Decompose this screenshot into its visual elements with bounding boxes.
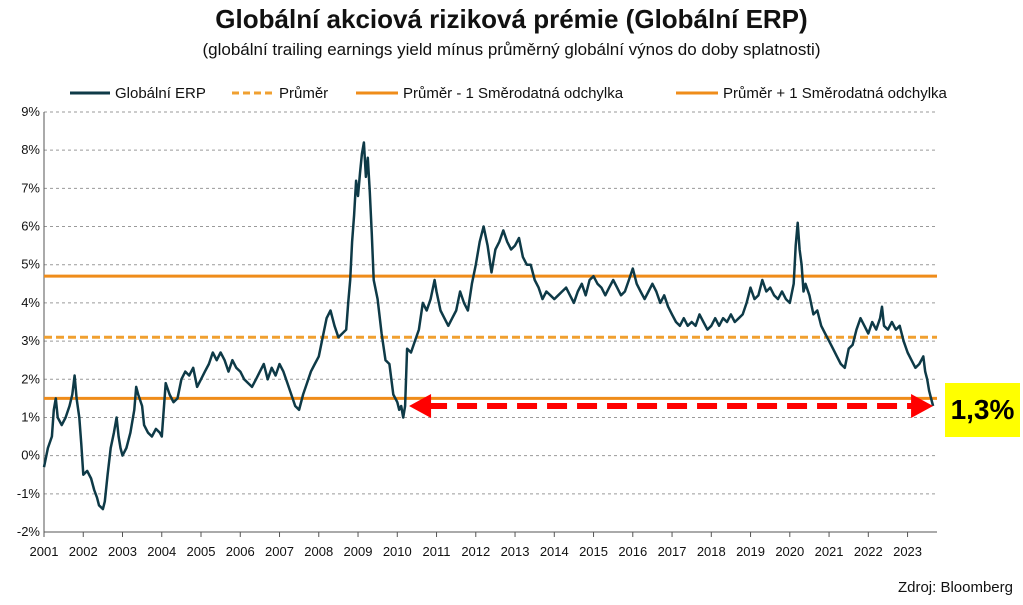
x-tick-label: 2014 <box>540 544 569 559</box>
chart-title: Globální akciová riziková prémie (Globál… <box>215 4 808 34</box>
legend: Globální ERP Průměr Průměr - 1 Směrodatná … <box>70 85 948 102</box>
axes <box>43 112 937 533</box>
arrow-head-left <box>409 394 432 418</box>
x-tick-label: 2018 <box>697 544 726 559</box>
y-tick-label: 0% <box>21 448 40 463</box>
erp-series-line <box>42 141 935 511</box>
chart-subtitle: (globální trailing earnings yield mínus … <box>202 40 821 59</box>
x-tick-label: 2020 <box>775 544 804 559</box>
x-tick-label: 2011 <box>423 544 451 559</box>
y-tick-label: 9% <box>21 104 40 119</box>
x-tick-label: 2005 <box>187 544 216 559</box>
legend-label: Průměr - 1 Směrodatná odchylka <box>403 85 624 102</box>
x-tick-label: 2004 <box>147 544 176 559</box>
x-tick-label: 2008 <box>304 544 333 559</box>
x-tick-label: 2012 <box>461 544 490 559</box>
y-tick-label: -2% <box>17 524 41 539</box>
x-tick-label: 2003 <box>108 544 137 559</box>
grid-lines <box>44 111 937 495</box>
y-tick-label: 4% <box>21 295 40 310</box>
x-tick-label: 2016 <box>618 544 647 559</box>
y-tick-label: 3% <box>21 333 40 348</box>
x-tick-label: 2007 <box>265 544 294 559</box>
y-tick-label: 2% <box>21 371 40 386</box>
y-tick-label: 8% <box>21 142 40 157</box>
x-tick-label: 2019 <box>736 544 765 559</box>
x-axis-ticks: 2001 2002 2003 2004 2005 2006 2007 2008 2009 2010… <box>30 532 922 559</box>
arrow-annotation <box>409 394 934 418</box>
y-tick-label: 7% <box>21 180 40 195</box>
y-tick-label: 5% <box>21 257 40 272</box>
value-callout: 1,3% <box>945 383 1020 437</box>
x-tick-label: 2022 <box>854 544 883 559</box>
x-tick-label: 2001 <box>30 544 59 559</box>
x-tick-label: 2021 <box>815 544 844 559</box>
x-tick-label: 2006 <box>226 544 255 559</box>
legend-label: Průměr + 1 Směrodatná odchylka <box>723 85 948 102</box>
x-tick-label: 2015 <box>579 544 608 559</box>
series-layer <box>42 141 937 511</box>
y-tick-label: 6% <box>21 219 40 234</box>
x-tick-label: 2013 <box>501 544 530 559</box>
x-tick-label: 2010 <box>383 544 412 559</box>
legend-label: Průměr <box>279 85 328 102</box>
legend-label: Globální ERP <box>115 85 206 102</box>
y-tick-label: 1% <box>21 409 40 424</box>
x-tick-label: 2002 <box>69 544 98 559</box>
x-tick-label: 2017 <box>658 544 687 559</box>
x-tick-label: 2023 <box>893 544 922 559</box>
x-tick-label: 2009 <box>344 544 373 559</box>
y-tick-label: -1% <box>17 486 41 501</box>
source-note: Zdroj: Bloomberg <box>897 579 1013 596</box>
y-axis-ticks: -2% -1% 0% 1% 2% 3% 4% 5% 6% 7% 8% 9% <box>17 104 41 539</box>
arrow-head-right <box>911 394 934 418</box>
